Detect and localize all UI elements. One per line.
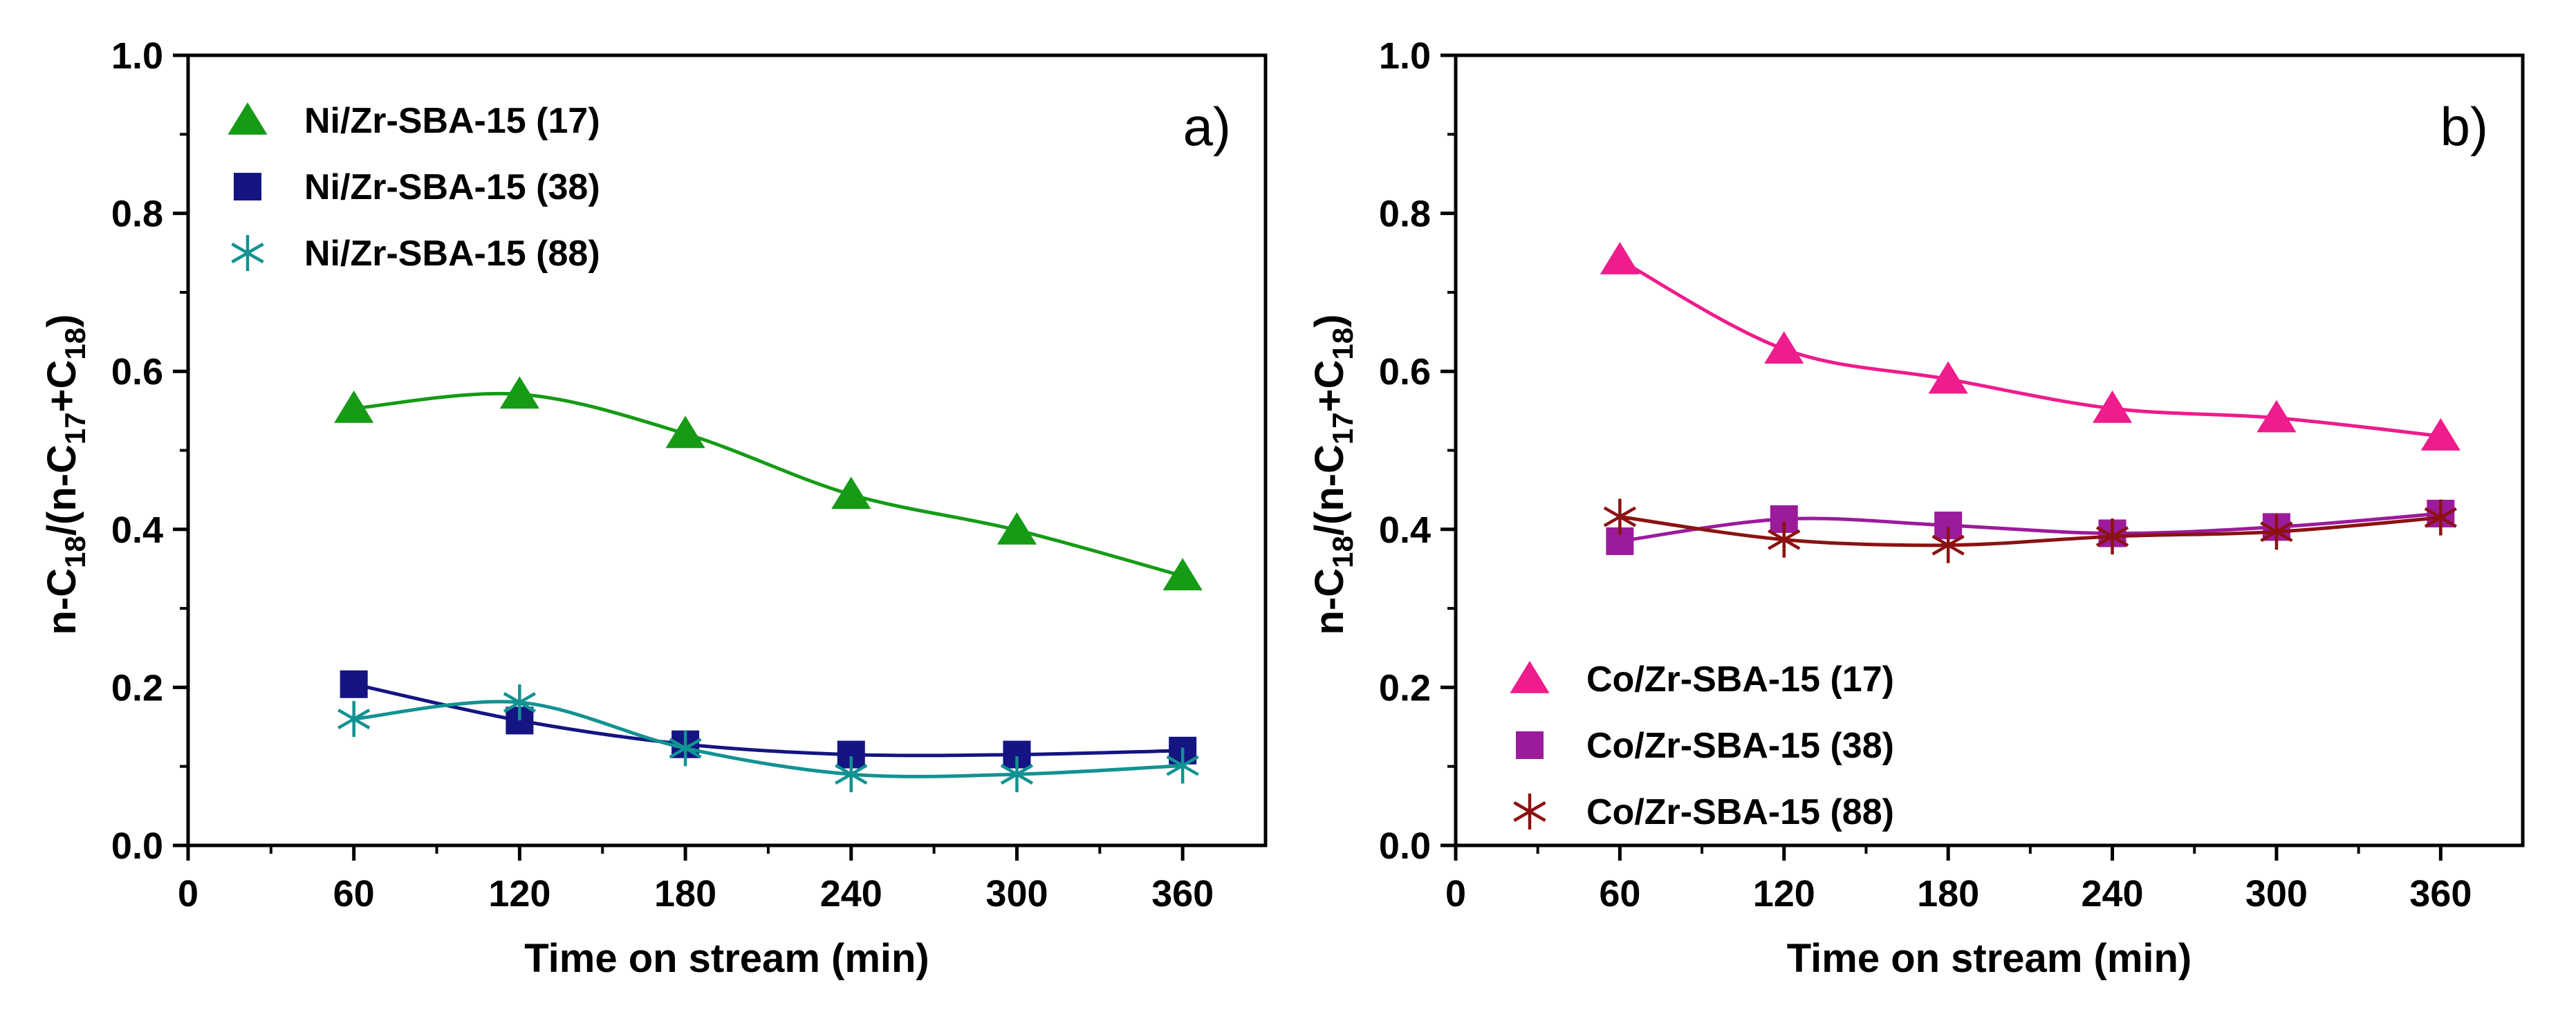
legend-label: Ni/Zr-SBA-15 (17)	[304, 101, 600, 141]
series-line	[353, 700, 1183, 778]
legend-marker	[1513, 794, 1546, 830]
data-point	[1764, 331, 1804, 364]
legend-marker	[228, 102, 268, 135]
series-line	[353, 391, 1183, 578]
y-tick-label: 0.0	[111, 825, 163, 867]
legend-label: Ni/Zr-SBA-15 (88)	[304, 234, 600, 274]
y-tick-label: 0.4	[1379, 509, 1431, 551]
x-tick-label: 300	[2245, 873, 2308, 915]
panel-label: b)	[2440, 96, 2488, 157]
data-point	[2424, 499, 2457, 536]
legend-marker	[231, 235, 264, 271]
data-point	[1768, 521, 1801, 558]
x-tick-label: 120	[488, 873, 550, 915]
y-tick-label: 1.0	[111, 35, 163, 77]
x-tick-label: 240	[2081, 873, 2143, 915]
x-axis-title: Time on stream (min)	[524, 936, 929, 981]
x-tick-label: 60	[1599, 873, 1640, 915]
data-point	[1000, 756, 1034, 793]
data-point	[1928, 361, 1968, 394]
data-point	[1166, 747, 1199, 784]
y-tick-label: 0.0	[1379, 825, 1431, 867]
data-point	[831, 476, 871, 509]
series-line	[1620, 512, 2441, 543]
y-axis-title: n-C18/(n-C17+C18)	[39, 315, 91, 635]
y-tick-label: 0.4	[111, 509, 163, 551]
x-tick-label: 360	[1151, 873, 1214, 915]
data-point	[2092, 390, 2133, 423]
series-2	[340, 670, 1197, 769]
data-point	[665, 415, 705, 449]
data-point	[503, 684, 537, 721]
legend-label: Co/Zr-SBA-15 (88)	[1586, 792, 1894, 832]
data-point	[2420, 418, 2461, 451]
x-tick-label: 180	[654, 873, 716, 915]
data-point	[499, 376, 539, 409]
x-axis-title: Time on stream (min)	[1787, 936, 2192, 981]
series-3	[1603, 498, 2457, 563]
y-tick-label: 0.2	[1379, 667, 1431, 709]
y-axis-title: n-C18/(n-C17+C18)	[1307, 315, 1359, 635]
series-line	[353, 682, 1183, 758]
data-point	[340, 670, 368, 698]
y-tick-label: 1.0	[1379, 35, 1431, 77]
x-tick-label: 360	[2409, 873, 2472, 915]
data-point	[1600, 242, 1640, 274]
series-1	[1600, 242, 2461, 451]
legend-label: Ni/Zr-SBA-15 (38)	[304, 167, 600, 207]
y-tick-label: 0.6	[111, 351, 163, 393]
y-tick-label: 0.8	[111, 194, 163, 235]
x-tick-label: 0	[178, 873, 198, 915]
series-line	[1619, 258, 2441, 438]
y-tick-label: 0.8	[1379, 194, 1431, 235]
y-tick-label: 0.2	[111, 667, 163, 709]
data-point	[997, 512, 1037, 545]
data-point	[1162, 558, 1203, 591]
data-point	[835, 756, 868, 793]
series-line	[1620, 515, 2441, 547]
x-tick-label: 180	[1917, 873, 1979, 915]
data-point	[2257, 400, 2297, 433]
data-point	[669, 730, 702, 767]
legend: Co/Zr-SBA-15 (17) Co/Zr-SBA-15 (38) Co/Zr-…	[1510, 659, 1894, 832]
y-tick-label: 0.6	[1379, 351, 1431, 393]
data-point	[2095, 518, 2129, 555]
data-point	[334, 390, 374, 423]
chart-panel-a: 0 60 120 180 240 300 360 0.0 0.2 0.4 0.6 0.8 1.0 Time…	[39, 35, 1268, 981]
x-tick-label: 240	[820, 873, 882, 915]
legend-label: Co/Zr-SBA-15 (17)	[1586, 659, 1894, 700]
x-tick-label: 300	[985, 873, 1048, 915]
data-point	[337, 701, 371, 738]
series-1	[334, 376, 1203, 591]
data-point	[1931, 527, 1965, 563]
legend: Ni/Zr-SBA-15 (17) Ni/Zr-SBA-15 (38) Ni/Zr-…	[228, 101, 600, 274]
legend-marker	[1516, 731, 1544, 759]
legend-label: Co/Zr-SBA-15 (38)	[1586, 726, 1894, 766]
panel-label: a)	[1183, 96, 1231, 157]
x-tick-label: 0	[1445, 873, 1466, 915]
legend-marker	[234, 173, 261, 200]
chart-panel-b: 0 60 120 180 240 300 360 0.0 0.2 0.4 0.6 0.8 1.0 Time…	[1307, 35, 2525, 981]
series-3	[337, 684, 1199, 793]
data-point	[2260, 514, 2293, 550]
x-tick-label: 60	[333, 873, 375, 915]
x-tick-label: 120	[1753, 873, 1815, 915]
data-point	[1603, 498, 1637, 535]
legend-marker	[1510, 661, 1550, 693]
